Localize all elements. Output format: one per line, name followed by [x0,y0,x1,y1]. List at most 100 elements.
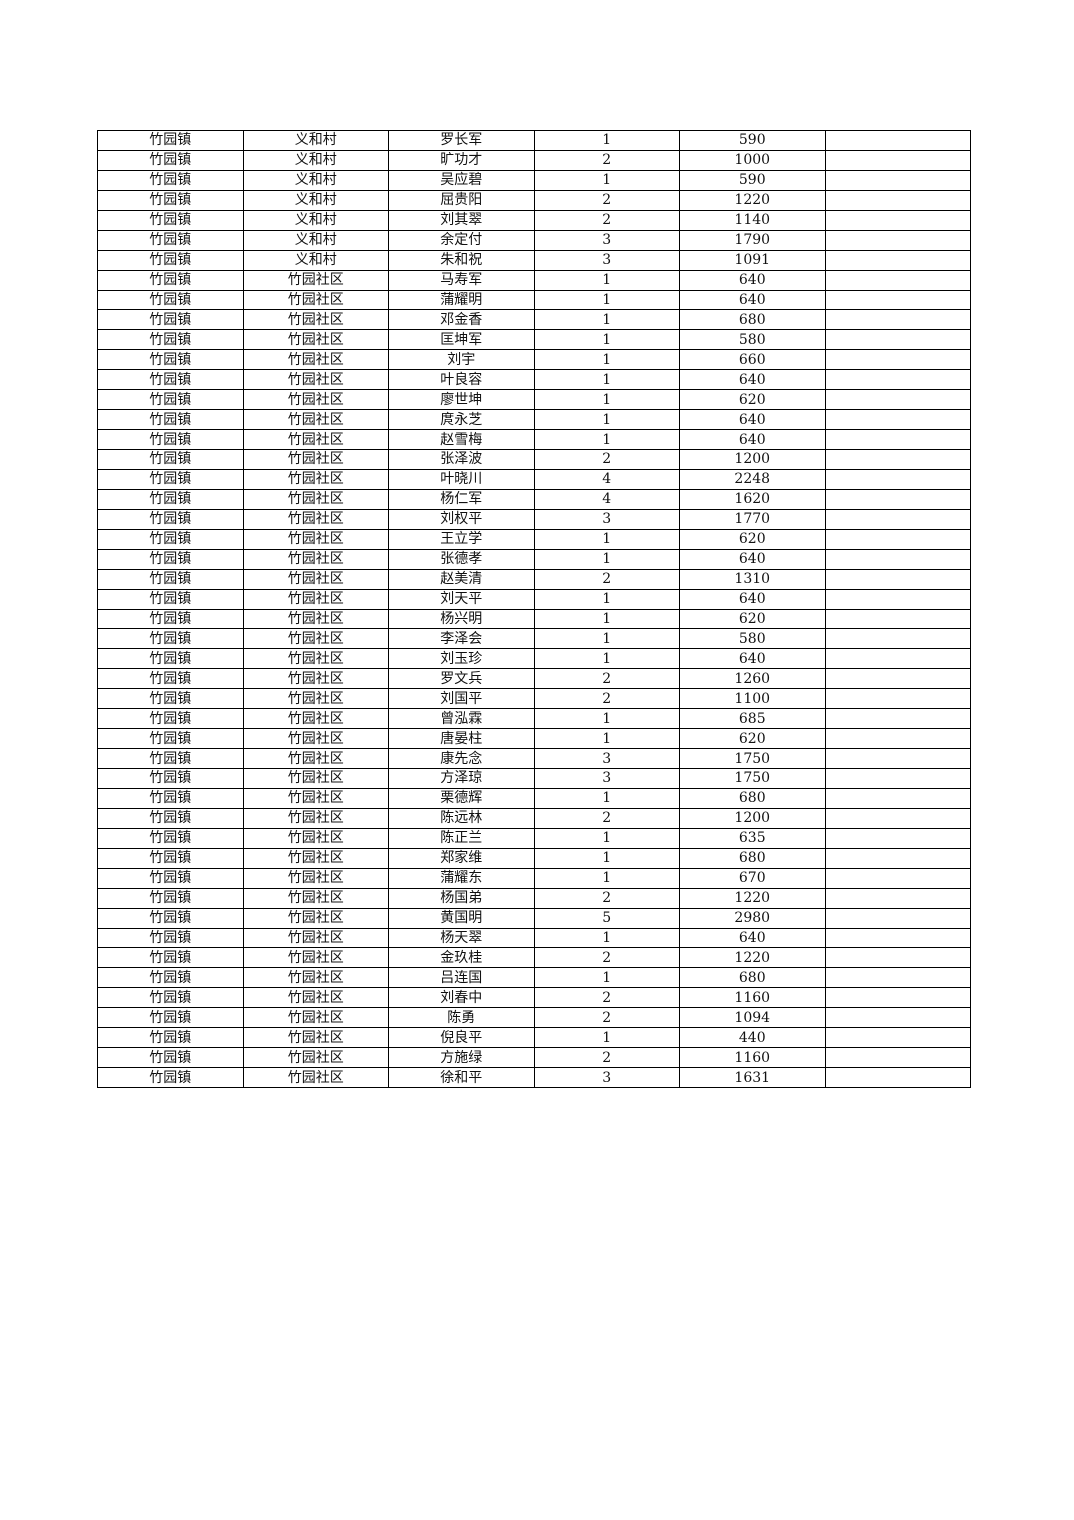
name-cell: 徐和平 [388,1067,535,1088]
note-cell [824,708,971,730]
note-cell [824,827,971,849]
table-row: 竹园镇 竹园社区 康先念 3 1750 [97,748,971,769]
table-row: 竹园镇 竹园社区 刘权平 3 1770 [97,508,971,530]
name-cell: 杨国弟 [388,887,535,909]
town-cell: 竹园镇 [97,130,244,151]
household-count-cell: 1 [533,528,680,550]
town-cell: 竹园镇 [97,588,244,610]
household-count-cell: 1 [533,289,680,311]
name-cell: 康先念 [388,748,535,769]
name-cell: 郑家维 [388,847,535,869]
note-cell [824,249,971,271]
name-cell: 蒲耀东 [388,867,535,889]
note-cell [824,768,971,789]
table-row: 竹园镇 义和村 吴应碧 1 590 [97,169,971,191]
town-cell: 竹园镇 [97,409,244,431]
name-cell: 刘权平 [388,508,535,530]
town-cell: 竹园镇 [97,149,244,171]
table-row: 竹园镇 竹园社区 李泽会 1 580 [97,628,971,650]
town-cell: 竹园镇 [97,1047,244,1069]
name-cell: 栗德辉 [388,787,535,809]
household-count-cell: 1 [533,867,680,889]
table-row: 竹园镇 竹园社区 杨仁军 4 1620 [97,488,971,510]
household-count-cell: 1 [533,588,680,610]
note-cell [824,389,971,411]
household-count-cell: 1 [533,967,680,989]
name-cell: 方施绿 [388,1047,535,1069]
table-row: 竹园镇 竹园社区 吕连国 1 680 [97,967,971,989]
household-count-cell: 2 [533,987,680,1009]
amount-cell: 680 [679,967,826,989]
village-cell: 竹园社区 [242,369,389,391]
town-cell: 竹园镇 [97,1027,244,1049]
note-cell [824,548,971,570]
town-cell: 竹园镇 [97,708,244,730]
amount-cell: 1220 [679,947,826,969]
name-cell: 刘玉珍 [388,648,535,670]
note-cell [824,867,971,889]
table-row: 竹园镇 义和村 旷功才 2 1000 [97,149,971,171]
name-cell: 陈勇 [388,1007,535,1029]
town-cell: 竹园镇 [97,568,244,590]
town-cell: 竹园镇 [97,389,244,411]
household-count-cell: 2 [533,947,680,969]
village-cell: 竹园社区 [242,309,389,331]
name-cell: 余定付 [388,229,535,251]
table-row: 竹园镇 竹园社区 杨天翠 1 640 [97,927,971,949]
village-cell: 竹园社区 [242,488,389,510]
town-cell: 竹园镇 [97,887,244,909]
amount-cell: 1750 [679,748,826,769]
town-cell: 竹园镇 [97,468,244,490]
note-cell [824,508,971,530]
village-cell: 义和村 [242,189,389,211]
village-cell: 竹园社区 [242,987,389,1009]
note-cell [824,628,971,650]
table-row: 竹园镇 竹园社区 庹永芝 1 640 [97,409,971,431]
table-row: 竹园镇 竹园社区 蒲耀明 1 640 [97,289,971,311]
town-cell: 竹园镇 [97,169,244,191]
household-count-cell: 4 [533,468,680,490]
amount-cell: 1260 [679,668,826,690]
note-cell [824,568,971,590]
household-count-cell: 1 [533,349,680,371]
town-cell: 竹园镇 [97,947,244,969]
village-cell: 竹园社区 [242,688,389,710]
note-cell [824,309,971,331]
village-cell: 竹园社区 [242,768,389,789]
amount-cell: 660 [679,349,826,371]
household-count-cell: 2 [533,668,680,690]
amount-cell: 1310 [679,568,826,590]
table-row: 竹园镇 竹园社区 黄国明 5 2980 [97,907,971,929]
village-cell: 竹园社区 [242,927,389,949]
note-cell [824,449,971,470]
table-row: 竹园镇 竹园社区 刘宇 1 660 [97,349,971,371]
amount-cell: 1091 [679,249,826,271]
table-row: 竹园镇 义和村 罗长军 1 590 [97,130,971,151]
household-count-cell: 2 [533,568,680,590]
household-count-cell: 3 [533,768,680,789]
village-cell: 竹园社区 [242,269,389,291]
name-cell: 叶良容 [388,369,535,391]
household-count-cell: 3 [533,229,680,251]
town-cell: 竹园镇 [97,449,244,470]
table-row: 竹园镇 竹园社区 栗德辉 1 680 [97,787,971,809]
name-cell: 刘天平 [388,588,535,610]
household-count-cell: 1 [533,130,680,151]
town-cell: 竹园镇 [97,648,244,670]
town-cell: 竹园镇 [97,907,244,929]
note-cell [824,807,971,829]
note-cell [824,369,971,391]
amount-cell: 1200 [679,449,826,470]
household-count-cell: 1 [533,728,680,750]
village-cell: 竹园社区 [242,588,389,610]
village-cell: 竹园社区 [242,1027,389,1049]
name-cell: 廖世坤 [388,389,535,411]
name-cell: 刘宇 [388,349,535,371]
name-cell: 吕连国 [388,967,535,989]
note-cell [824,169,971,191]
note-cell [824,748,971,769]
note-cell [824,688,971,710]
table-row: 竹园镇 竹园社区 刘天平 1 640 [97,588,971,610]
amount-cell: 590 [679,169,826,191]
household-count-cell: 2 [533,887,680,909]
